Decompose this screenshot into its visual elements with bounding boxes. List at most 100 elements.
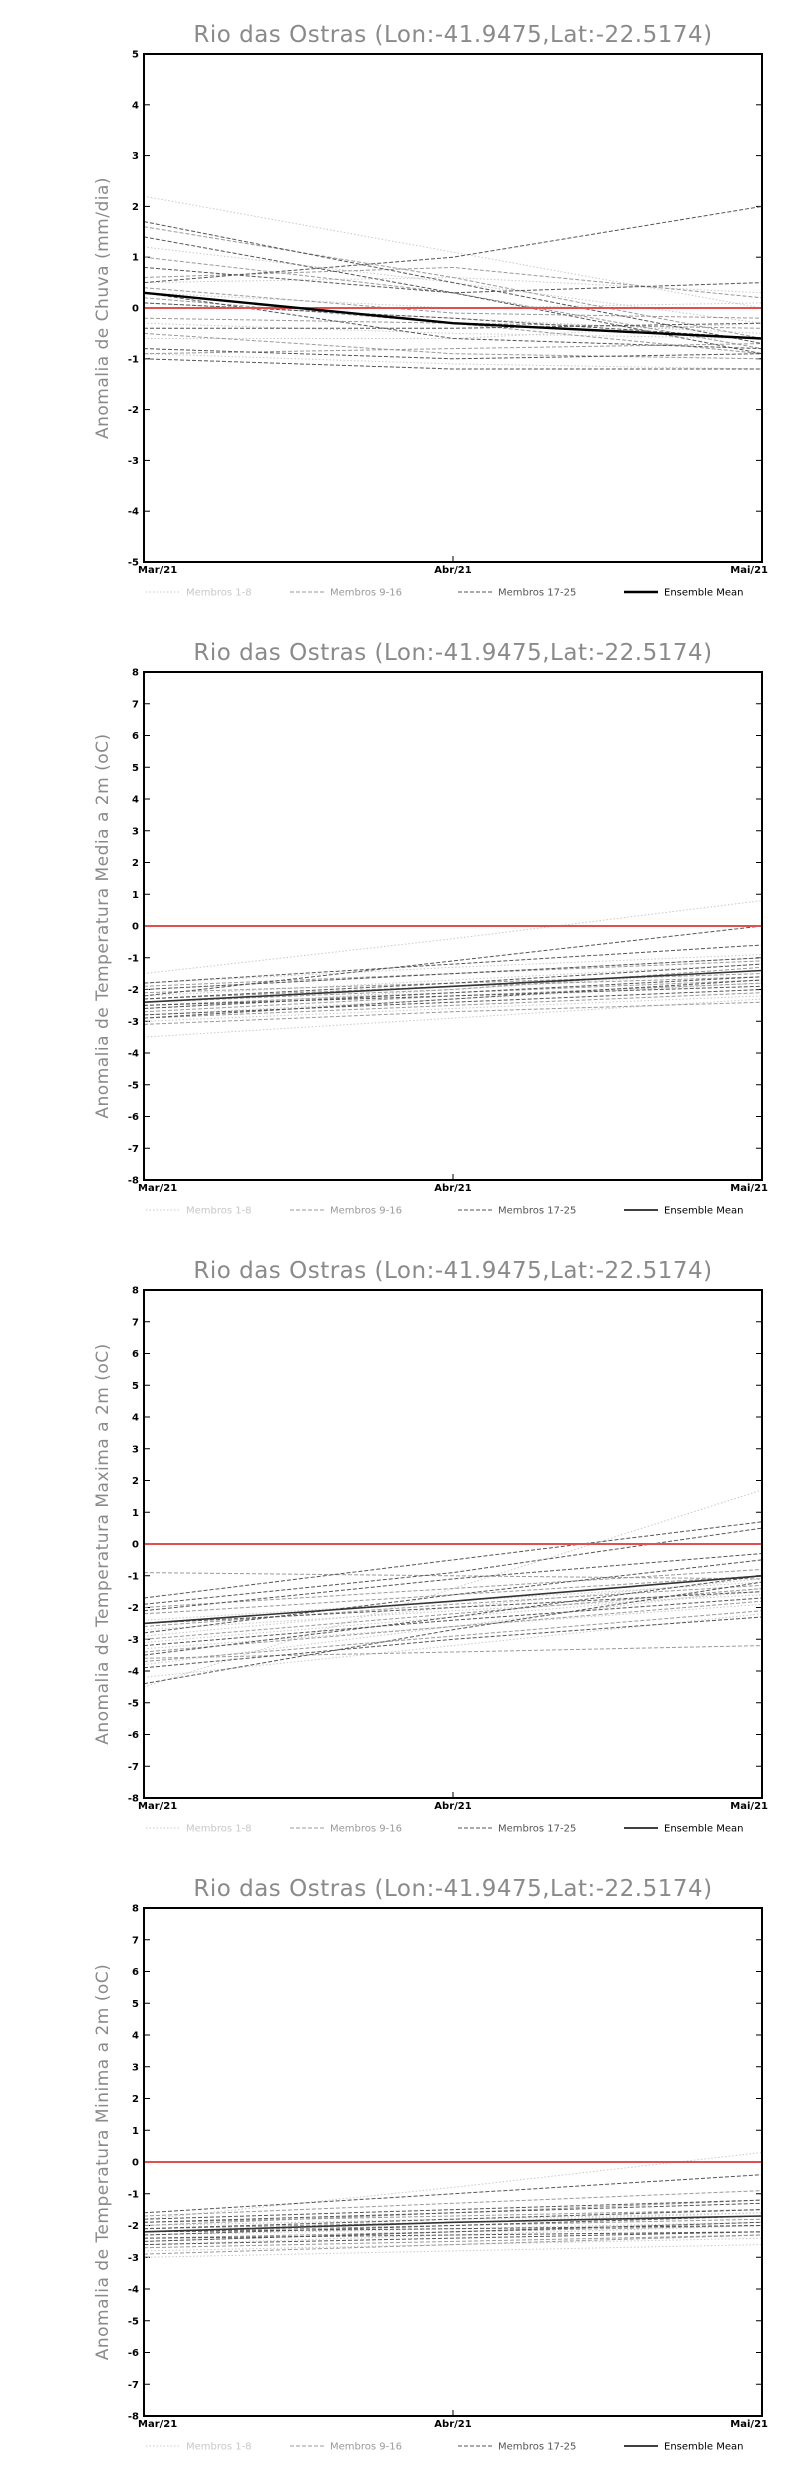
series-line-12	[143, 297, 763, 355]
series-line-12	[143, 1588, 763, 1640]
series-line-24	[143, 1591, 763, 1624]
y-tick-label: -7	[128, 2380, 139, 2391]
plot-frame	[143, 53, 763, 563]
series-line-22	[143, 2225, 763, 2233]
series-line-5	[143, 322, 763, 339]
series-line-12	[143, 2234, 763, 2249]
series-line-23	[143, 1597, 763, 1647]
y-tick-label: -7	[128, 1144, 139, 1155]
series-line-21	[143, 1559, 763, 1634]
y-axis-label: Anomalia de Temperatura Maxima a 2m (oC)	[93, 1343, 113, 1745]
plot-frame	[143, 1289, 763, 1799]
series-line-23	[143, 963, 763, 1000]
series-line-16	[143, 966, 763, 1003]
legend-label: Membros 9-16	[330, 1206, 402, 1217]
y-tick-label: 5	[132, 1381, 139, 1392]
ensemble-mean-line	[143, 2215, 763, 2233]
series-line-5	[143, 1581, 763, 1621]
y-tick-label: -1	[128, 354, 139, 365]
y-tick-label: -3	[128, 1017, 139, 1028]
series-line-10	[143, 1645, 763, 1659]
y-tick-label: -1	[128, 2189, 139, 2200]
y-tick-label: 1	[132, 1508, 139, 1519]
y-tick-label: 3	[132, 1444, 139, 1455]
x-tick-label: Mar/21	[138, 565, 177, 576]
y-tick-label: -1	[128, 1571, 139, 1582]
legend-label: Membros 17-25	[498, 1824, 576, 1835]
series-line-24	[143, 358, 762, 370]
y-tick-label: 8	[132, 668, 139, 679]
series-line-2	[143, 998, 763, 1038]
legend-label: Membros 1-8	[186, 2442, 252, 2453]
x-tick-label: Mai/21	[730, 565, 768, 576]
y-tick-label: 6	[132, 1349, 139, 1360]
y-tick-label: -3	[128, 456, 139, 467]
x-tick-label: Abr/21	[434, 1801, 471, 1812]
series-line-23	[143, 2231, 763, 2239]
x-tick-label: Mar/21	[138, 2419, 177, 2430]
series-line-15	[143, 2234, 763, 2255]
x-tick-label: Abr/21	[434, 565, 471, 576]
legend-label: Membros 17-25	[498, 1206, 576, 1217]
y-tick-label: -3	[128, 2253, 139, 2264]
y-tick-label: 5	[132, 50, 139, 61]
series-line-13	[143, 2209, 763, 2223]
series-line-10	[143, 256, 763, 350]
series-line-6	[143, 970, 763, 1009]
series-line-4	[143, 1603, 763, 1650]
y-tick-label: 7	[132, 699, 139, 710]
y-tick-label: 4	[132, 100, 139, 111]
legend-label: Membros 1-8	[186, 588, 252, 599]
chart-title: Rio das Ostras (Lon:-41.9475,Lat:-22.517…	[193, 1258, 712, 1284]
legend-label: Ensemble Mean	[664, 588, 743, 599]
y-tick-label: -2	[128, 2221, 139, 2232]
legend-label: Ensemble Mean	[664, 1206, 743, 1217]
series-line-2	[143, 2244, 763, 2258]
plot-frame	[143, 671, 763, 1181]
y-tick-label: 3	[132, 151, 139, 162]
y-tick-label: 3	[132, 826, 139, 837]
y-tick-label: 8	[132, 1286, 139, 1297]
series-line-3	[143, 963, 763, 997]
x-tick-label: Abr/21	[434, 2419, 471, 2430]
y-tick-label: -8	[128, 1794, 139, 1805]
y-tick-label: 7	[132, 1317, 139, 1328]
y-axis-label: Anomalia de Temperatura Media a 2m (oC)	[93, 733, 113, 1118]
y-tick-label: 4	[132, 1413, 139, 1424]
series-line-8	[143, 1594, 763, 1631]
series-line-11	[143, 1575, 763, 1615]
series-line-20	[143, 266, 763, 294]
series-line-15	[143, 1001, 763, 1025]
y-tick-label: -5	[128, 558, 139, 569]
y-tick-label: -5	[128, 2316, 139, 2327]
series-line-9	[143, 2190, 763, 2217]
legend-label: Membros 17-25	[498, 2442, 576, 2453]
series-line-9	[143, 1572, 763, 1580]
legend-label: Ensemble Mean	[664, 2442, 743, 2453]
legend-label: Membros 9-16	[330, 1824, 402, 1835]
series-line-13	[143, 1584, 763, 1627]
series-line-25	[143, 1616, 763, 1669]
y-tick-label: 2	[132, 2094, 139, 2105]
series-line-20	[143, 1581, 763, 1685]
y-tick-label: -4	[128, 507, 139, 518]
y-tick-label: -8	[128, 2412, 139, 2423]
series-line-17	[143, 1521, 763, 1599]
y-tick-label: 1	[132, 890, 139, 901]
series-line-19	[143, 205, 763, 284]
series-line-15	[143, 1568, 763, 1608]
y-tick-label: -8	[128, 1176, 139, 1187]
y-tick-label: -3	[128, 1635, 139, 1646]
plot-frame	[143, 1907, 763, 2417]
y-tick-label: 0	[132, 2158, 139, 2169]
ensemble-mean-line	[143, 291, 763, 340]
y-tick-label: -6	[128, 1730, 139, 1741]
y-tick-label: -2	[128, 1603, 139, 1614]
y-tick-label: -4	[128, 1667, 139, 1678]
legend-label: Membros 1-8	[186, 1824, 252, 1835]
y-axis-label: Anomalia de Temperatura Minima a 2m (oC)	[93, 1964, 113, 2361]
y-tick-label: 4	[132, 795, 139, 806]
series-line-18	[143, 944, 763, 984]
series-line-18	[143, 2215, 763, 2236]
